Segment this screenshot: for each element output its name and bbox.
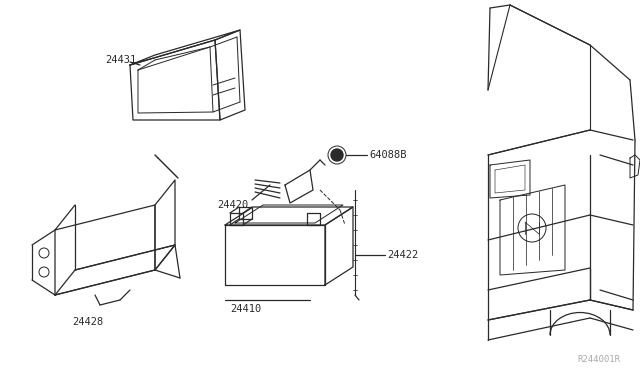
Text: 24422: 24422	[387, 250, 419, 260]
Text: 24420: 24420	[217, 200, 248, 210]
Text: 24428: 24428	[72, 317, 104, 327]
Text: 64088B: 64088B	[369, 150, 406, 160]
Circle shape	[331, 149, 343, 161]
Text: 24410: 24410	[230, 304, 261, 314]
Text: R244001R: R244001R	[577, 356, 620, 365]
Text: 24431: 24431	[105, 55, 136, 65]
